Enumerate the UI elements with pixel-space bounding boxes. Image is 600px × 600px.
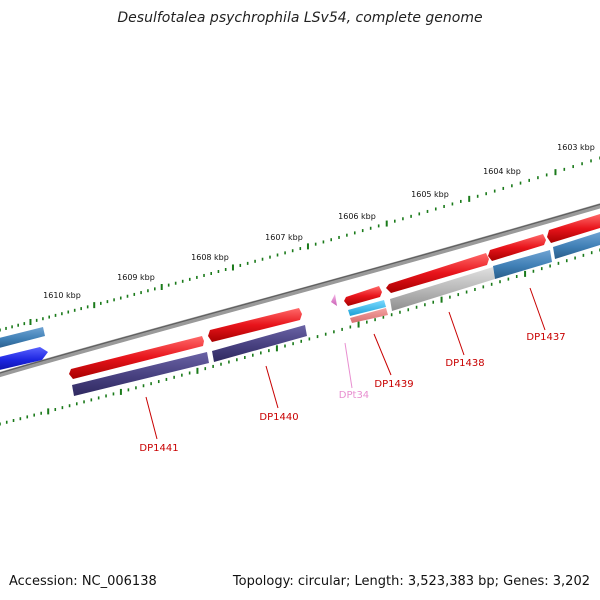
reverse-features xyxy=(0,232,600,396)
gene-arrow-left-bright-blue xyxy=(0,347,48,370)
tick-label-1609: 1609 kbp xyxy=(117,273,155,282)
trna-arrow-dpt34 xyxy=(331,294,337,306)
gene-arrow-dp1440-reverse xyxy=(212,325,307,362)
tick-label-1607: 1607 kbp xyxy=(265,233,303,242)
gene-arrow-dp1441 xyxy=(69,336,204,379)
genome-backbone xyxy=(0,203,600,378)
footer-summary: Topology: circular; Length: 3,523,383 bp… xyxy=(232,574,590,589)
scale-labels: 1603 kbp 1604 kbp 1605 kbp 1606 kbp 1607… xyxy=(43,143,595,300)
gene-arrow-dp1440 xyxy=(208,308,302,342)
gene-labels: DP1437 DP1438 DP1439 DPt34 DP1440 DP1441 xyxy=(139,332,565,454)
tick-label-1606: 1606 kbp xyxy=(338,212,376,221)
genome-backbone-highlight xyxy=(0,203,600,374)
leader-dp1441 xyxy=(145,396,158,440)
tick-label-1610: 1610 kbp xyxy=(43,291,81,300)
gene-arrow-forward-b xyxy=(547,214,600,243)
gene-label-dp1437: DP1437 xyxy=(526,332,565,343)
gene-label-dp1439: DP1439 xyxy=(374,379,413,390)
gene-arrow-dp1438-reverse xyxy=(390,267,495,311)
footer-accession: Accession: NC_006138 xyxy=(9,574,157,589)
gene-arrow-reverse-c xyxy=(553,232,600,259)
tick-label-1603: 1603 kbp xyxy=(557,143,595,152)
leader-dpt34 xyxy=(344,342,353,389)
leader-dp1437 xyxy=(529,287,546,331)
page-title: Desulfotalea psychrophila LSv54, complet… xyxy=(117,10,483,26)
feature-salmon xyxy=(350,308,388,323)
gene-label-dp1440: DP1440 xyxy=(259,412,298,423)
tick-label-1605: 1605 kbp xyxy=(411,190,449,199)
gene-arrow-left-blue xyxy=(0,327,45,348)
gene-arrow-dp1439 xyxy=(344,286,382,306)
gene-arrow-forward-a xyxy=(488,234,546,261)
label-leaders xyxy=(145,287,546,440)
inner-scale-ticks xyxy=(0,248,600,426)
leader-dp1438 xyxy=(448,311,465,356)
forward-features xyxy=(69,214,600,379)
outer-scale-ticks xyxy=(0,156,600,332)
feature-cyan xyxy=(348,300,386,316)
gene-arrow-dp1438 xyxy=(386,253,489,293)
leader-dp1439 xyxy=(373,333,392,376)
tick-label-1608: 1608 kbp xyxy=(191,253,229,262)
leader-dp1440 xyxy=(265,365,279,409)
gene-label-dpt34: DPt34 xyxy=(339,390,369,401)
gene-arrow-dp1441-reverse xyxy=(72,352,209,396)
gene-label-dp1438: DP1438 xyxy=(445,358,484,369)
gene-arrow-dp1437-reverse xyxy=(493,250,552,279)
tick-label-1604: 1604 kbp xyxy=(483,167,521,176)
gene-label-dp1441: DP1441 xyxy=(139,443,178,454)
